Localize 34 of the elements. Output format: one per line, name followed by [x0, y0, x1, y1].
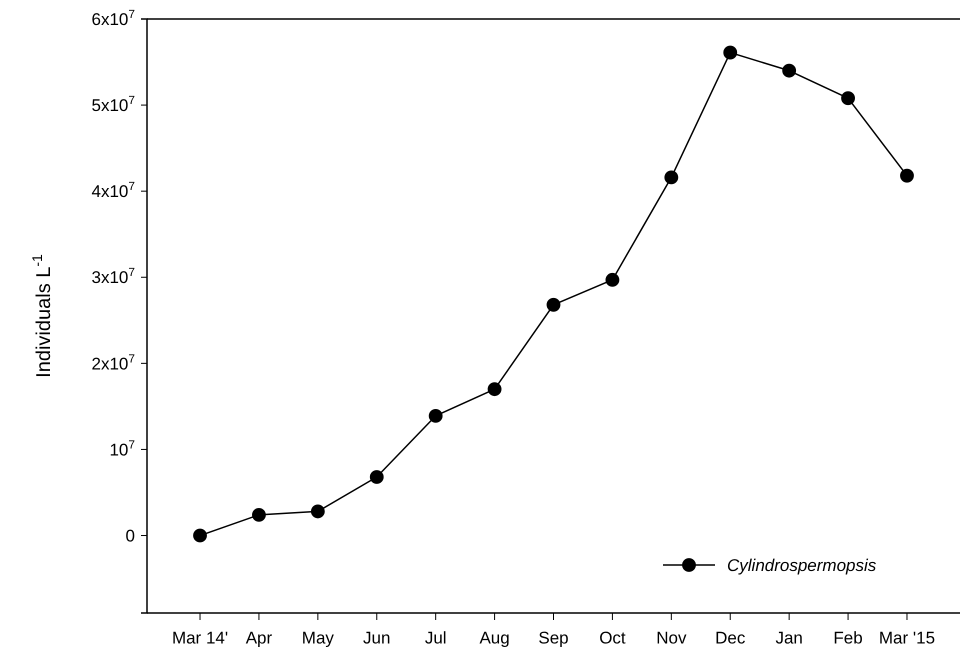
- legend-label: Cylindrospermopsis: [727, 556, 877, 575]
- x-tick-label: Sep: [538, 628, 569, 648]
- y-tick-label: 6x10$^{7}$: [92, 6, 136, 29]
- x-tick-label: Dec: [715, 628, 746, 648]
- x-tick-label: Jul: [424, 628, 447, 648]
- point: [252, 508, 266, 522]
- x-tick-label: May: [302, 628, 334, 648]
- point: [664, 170, 678, 184]
- point: [428, 408, 443, 423]
- y-tick-label: 3x10$^{7}$: [92, 265, 136, 288]
- point: [370, 470, 384, 484]
- x-tick-label: Oct: [599, 628, 626, 648]
- x-tick-label: Jan: [775, 628, 803, 648]
- x-tick-label: Mar '15: [878, 628, 936, 648]
- point: [606, 272, 620, 287]
- point: [546, 298, 560, 312]
- point: [841, 91, 855, 106]
- x-tick-label: Mar 14': [172, 628, 228, 648]
- y-tick-label: 0: [126, 526, 135, 546]
- x-tick-label: Apr: [246, 628, 272, 648]
- y-tick-label: 4x10$^{7}$: [92, 179, 136, 202]
- x-tick-label: Jun: [363, 628, 390, 648]
- point: [310, 504, 325, 518]
- x-tick-label: Aug: [479, 628, 510, 648]
- point: [723, 46, 738, 60]
- x-tick-label: Nov: [656, 628, 687, 648]
- point: [782, 64, 796, 78]
- x-tick-label: Feb: [833, 628, 863, 648]
- y-tick-label: 10$^{7}$: [109, 437, 136, 460]
- point: [488, 382, 502, 396]
- y-tick-label: 5x10$^{7}$: [92, 93, 136, 116]
- y-tick-label: 2x10$^{7}$: [92, 351, 136, 374]
- point: [900, 168, 914, 183]
- point: [193, 528, 207, 542]
